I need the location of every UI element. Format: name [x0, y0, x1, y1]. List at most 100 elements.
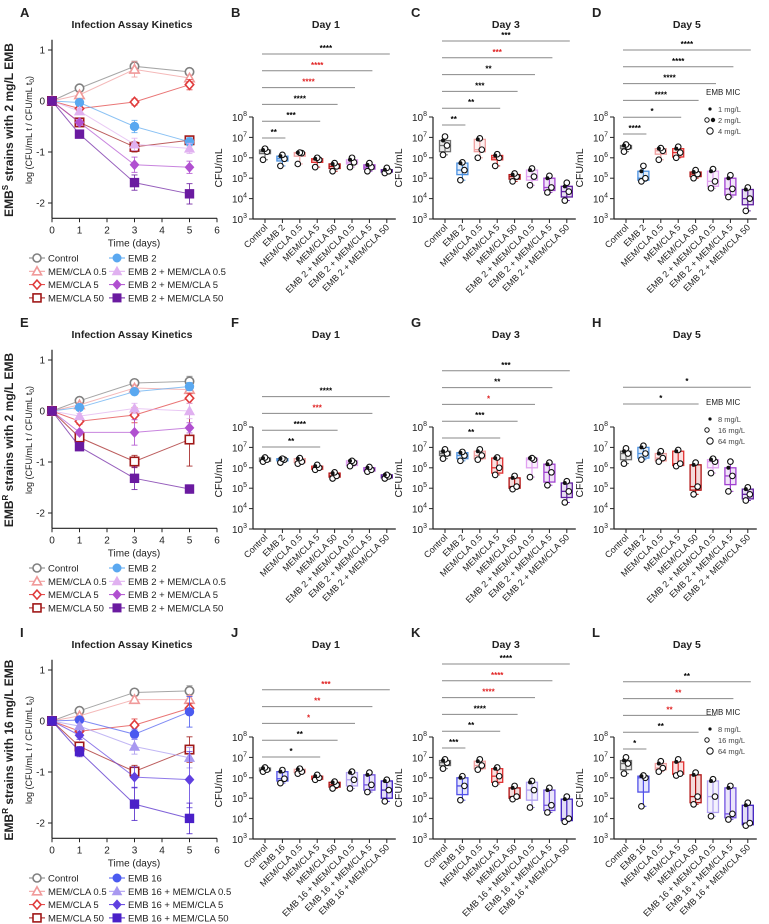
box: [328, 778, 341, 792]
data-point: [129, 386, 140, 397]
data-point: [184, 381, 195, 392]
tick-base: 10: [593, 154, 605, 165]
replicate-point: [475, 449, 480, 454]
y-axis-label: CFU/mL: [393, 458, 405, 497]
y-axis-label: CFU/mL: [574, 458, 586, 497]
y-tick-label: 107: [232, 131, 247, 144]
tick-base: 10: [232, 753, 244, 764]
significance-bar: *: [442, 394, 535, 405]
tick-exponent: 3: [423, 833, 427, 840]
replicate-point: [709, 169, 713, 174]
tick-base: 10: [593, 464, 605, 475]
tick-exponent: 8: [604, 421, 608, 428]
significance-bar: *: [262, 747, 321, 758]
tick-base: 10: [412, 443, 424, 454]
box: [672, 143, 685, 162]
significance-label: **: [271, 128, 278, 137]
box: [311, 461, 324, 474]
legend-label: EMB 16 + MEM/CLA 50: [128, 913, 229, 924]
box: [508, 170, 521, 185]
legend-entry: 4 mg/L: [718, 127, 741, 136]
series-line: [51, 84, 190, 110]
legend-label: EMB 2: [128, 564, 157, 575]
replicate-point: [565, 188, 573, 195]
replicate-point: [530, 786, 538, 794]
y-tick-label: 0: [39, 717, 45, 728]
replicate-point: [495, 464, 503, 472]
legend-entry: 16 mg/L: [718, 736, 745, 745]
series-line: [51, 100, 190, 148]
y-tick-label: 1: [39, 46, 45, 57]
y-tick-label: 104: [593, 813, 608, 826]
legend-item: EMB 2 + MEM/CLA 0.5: [109, 265, 226, 278]
y-tick-label: 105: [412, 792, 427, 805]
series-line: [51, 720, 190, 773]
significance-label: ****: [500, 654, 513, 663]
tick-base: 10: [412, 113, 424, 124]
data-point: [129, 121, 140, 132]
row-label-text: EMBR strains with 16 mg/L EMB: [1, 659, 16, 840]
series-line: [51, 711, 190, 735]
box: [560, 477, 573, 506]
replicate-point: [346, 163, 354, 171]
row-label: EMBR strains with 16 mg/L EMB: [1, 659, 16, 840]
replicate-point: [259, 156, 267, 164]
replicate-point: [729, 810, 736, 818]
replicate-point: [565, 815, 573, 822]
replicate-point: [561, 499, 569, 506]
box: [637, 162, 650, 185]
y-tick-label: -2: [36, 819, 45, 830]
y-tick-label: 108: [412, 111, 427, 124]
replicate-point: [382, 778, 387, 783]
replicate-point: [530, 173, 538, 180]
y-axis-label: CFU/mL: [213, 148, 225, 187]
replicate-point: [725, 488, 732, 495]
y-tick-label: 105: [593, 172, 608, 185]
replicate-point: [622, 758, 626, 763]
replicate-point: [620, 770, 628, 777]
legend-entry: 64 mg/L: [718, 437, 745, 446]
y-axis-label: log (CFU/mL t / CFU/mL t0): [24, 386, 36, 494]
significance-label: ****: [655, 90, 668, 99]
significance-label: **: [494, 378, 501, 387]
data-point: [183, 142, 196, 153]
box: [438, 756, 452, 773]
replicate-point: [563, 179, 571, 187]
series-emb-2: [47, 96, 195, 147]
small-dot-marker: [708, 107, 712, 111]
legend-marker: [31, 588, 43, 601]
box: [724, 171, 737, 201]
legend-label: MEM/CLA 0.5: [48, 577, 107, 588]
legend-item: EMB 2 + MEM/CLA 5: [109, 589, 218, 601]
x-tick-label: 6: [214, 225, 220, 236]
replicate-point: [364, 167, 371, 175]
replicate-point: [726, 465, 731, 470]
replicate-point: [261, 148, 265, 153]
series-control: [46, 60, 195, 107]
x-tick-label: 1: [77, 225, 83, 236]
row-label-prefix: EMB: [2, 813, 16, 840]
data-point: [184, 813, 195, 824]
box: [560, 793, 573, 826]
tick-exponent: 8: [423, 111, 427, 118]
y-tick-label: 108: [593, 111, 608, 124]
significance-label: ***: [493, 48, 503, 57]
significance-label: ***: [449, 738, 459, 747]
y-tick-label: 104: [232, 813, 247, 826]
replicate-point: [545, 176, 550, 181]
tick-base: 10: [232, 215, 244, 226]
mic-legend: EMB MIC 8 mg/L 16 mg/L 64 mg/L: [704, 708, 745, 756]
legend-marker: [112, 589, 122, 600]
chart-title: Day 3: [492, 639, 520, 651]
replicate-point: [526, 804, 534, 811]
kinetics-panel-e: E Infection Assay Kinetics 1 0 -1 -2 0 1 2 3 4 5 6 Ti…: [20, 315, 226, 614]
significance-label: **: [468, 721, 475, 730]
box: [328, 159, 341, 175]
tick-base: 10: [593, 835, 605, 846]
significance-bar: ****: [262, 44, 390, 55]
replicate-point: [475, 759, 480, 764]
y-tick-label: 103: [232, 833, 247, 846]
legend-marker: [111, 885, 123, 896]
